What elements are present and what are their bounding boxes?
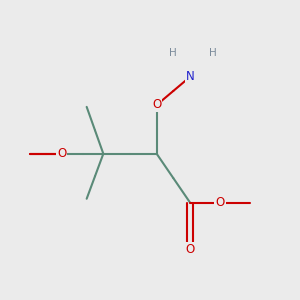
Text: O: O [185,243,195,256]
Text: N: N [186,70,194,83]
Text: H: H [209,47,217,58]
Text: O: O [215,196,225,209]
Text: H: H [169,47,177,58]
Text: O: O [152,98,161,112]
Text: O: O [57,147,66,160]
